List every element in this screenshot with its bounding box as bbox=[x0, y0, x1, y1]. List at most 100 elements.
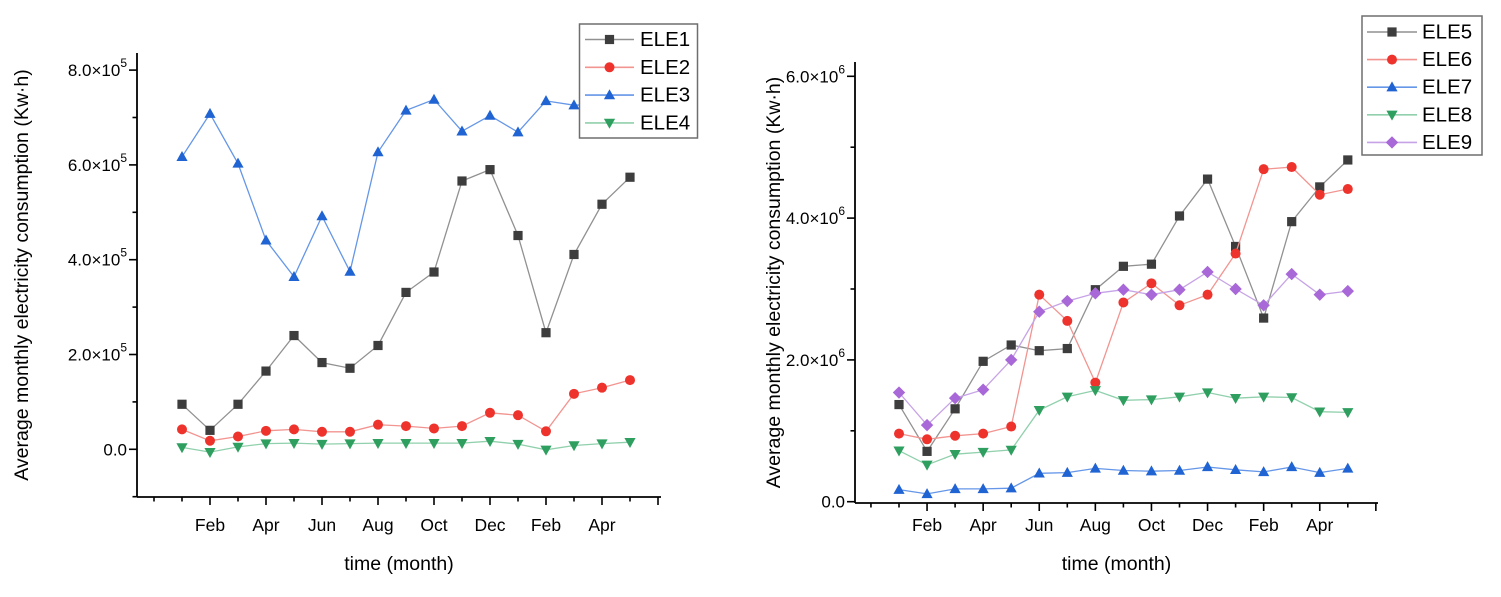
circle-marker bbox=[1230, 248, 1241, 259]
x-tick-label: Oct bbox=[1138, 515, 1165, 535]
legend-label: ELE6 bbox=[1422, 48, 1472, 71]
triangle-up-marker bbox=[977, 483, 989, 494]
series-markers-ELE1 bbox=[177, 165, 635, 435]
y-tick-label: 6.0×106 bbox=[786, 62, 845, 86]
circle-marker bbox=[233, 431, 243, 442]
triangle-down-marker bbox=[568, 441, 580, 452]
y-tick-exponent: 6 bbox=[838, 62, 845, 76]
triangle-up-marker bbox=[1342, 462, 1354, 473]
square-marker bbox=[1118, 261, 1128, 271]
square-marker bbox=[457, 176, 467, 186]
square-marker bbox=[894, 399, 904, 410]
triangle-up-marker bbox=[1230, 463, 1242, 474]
triangle-up-marker bbox=[568, 99, 580, 110]
legend-label: ELE1 bbox=[640, 28, 690, 51]
series-markers-ELE6 bbox=[894, 162, 1353, 445]
circle-marker bbox=[978, 428, 989, 439]
legend-label: ELE7 bbox=[1422, 76, 1472, 99]
series-line-ELE1 bbox=[181, 168, 631, 432]
triangle-down-marker bbox=[1342, 408, 1354, 419]
diamond-marker bbox=[1089, 287, 1102, 300]
triangle-up-marker bbox=[949, 483, 961, 494]
triangle-down-marker bbox=[624, 437, 636, 448]
square-marker bbox=[429, 267, 439, 277]
triangle-down-marker bbox=[1089, 386, 1101, 397]
triangle-up-marker bbox=[372, 146, 384, 157]
triangle-up-marker bbox=[1286, 461, 1298, 472]
circle-marker bbox=[205, 435, 215, 446]
legend-item-ELE4: ELE4 bbox=[585, 111, 690, 134]
x-tick-label: Feb bbox=[912, 515, 942, 535]
square-marker bbox=[289, 330, 299, 341]
legend-label: ELE3 bbox=[640, 84, 690, 107]
square-marker bbox=[1231, 241, 1241, 252]
square-marker bbox=[1034, 346, 1044, 356]
square-marker bbox=[922, 446, 932, 456]
square-marker bbox=[1174, 211, 1185, 221]
circle-marker bbox=[429, 423, 439, 434]
x-tick-label: Oct bbox=[420, 515, 447, 535]
triangle-up-legend-marker bbox=[603, 89, 616, 100]
triangle-down-marker bbox=[288, 438, 300, 449]
y-tick-mantissa: 8.0×10 bbox=[68, 61, 120, 80]
triangle-down-marker bbox=[344, 439, 356, 450]
square-marker bbox=[950, 404, 960, 414]
square-marker bbox=[1287, 217, 1297, 227]
x-ticks bbox=[153, 497, 659, 505]
y-axis-title: Average monthly electricity consumption … bbox=[11, 69, 33, 480]
x-tick-label: Apr bbox=[588, 515, 615, 535]
y-tick-mantissa: 0.0 bbox=[821, 492, 845, 511]
triangle-down-marker bbox=[512, 439, 524, 450]
series-markers-ELE7 bbox=[893, 461, 1354, 499]
y-tick-mantissa: 4.0×10 bbox=[786, 209, 838, 228]
x-tick-label: Dec bbox=[1192, 515, 1223, 535]
y-tick-exponent: 5 bbox=[120, 246, 127, 260]
circle-marker bbox=[261, 425, 271, 436]
square-marker bbox=[597, 199, 607, 209]
triangle-down-marker bbox=[1286, 393, 1298, 404]
square-marker bbox=[373, 340, 383, 351]
x-tick-label: Aug bbox=[1080, 515, 1111, 535]
series-ELE7 bbox=[893, 461, 1354, 499]
triangle-up-marker bbox=[893, 483, 905, 494]
triangle-up-legend-marker bbox=[1386, 81, 1398, 92]
circle-legend-marker bbox=[604, 62, 615, 73]
diamond-marker bbox=[1061, 294, 1074, 308]
triangle-down-marker bbox=[1145, 395, 1158, 406]
y-tick-exponent: 6 bbox=[838, 204, 845, 218]
square-marker bbox=[1202, 174, 1213, 184]
triangle-down-marker bbox=[949, 449, 961, 460]
legend-label: ELE5 bbox=[1422, 21, 1472, 44]
circle-legend-marker bbox=[1387, 54, 1397, 65]
y-tick-label: 0.0 bbox=[821, 492, 845, 511]
triangle-down-legend-marker bbox=[603, 118, 616, 129]
circle-marker bbox=[1034, 289, 1045, 300]
circle-marker bbox=[1062, 315, 1073, 326]
legend-label: ELE2 bbox=[640, 56, 690, 79]
legend-item-ELE9: ELE9 bbox=[1367, 131, 1472, 154]
triangle-up-marker bbox=[540, 95, 552, 106]
legend-item-ELE8: ELE8 bbox=[1367, 103, 1472, 126]
circle-marker bbox=[1146, 278, 1157, 289]
triangle-up-marker bbox=[316, 210, 328, 221]
triangle-up-marker bbox=[456, 125, 468, 136]
diamond-marker bbox=[1313, 288, 1326, 301]
legend-label: ELE8 bbox=[1422, 103, 1472, 126]
y-tick-exponent: 5 bbox=[120, 56, 127, 70]
y-tick-label: 2.0×106 bbox=[786, 346, 845, 370]
circle-marker bbox=[1174, 300, 1185, 311]
y-tick-mantissa: 0.0 bbox=[103, 440, 127, 459]
series-ELE2 bbox=[177, 375, 635, 446]
triangle-up-marker bbox=[260, 234, 272, 245]
diamond-marker bbox=[1285, 267, 1298, 281]
series-ELE8 bbox=[893, 386, 1354, 471]
square-marker bbox=[261, 366, 271, 376]
triangle-down-marker bbox=[176, 443, 188, 454]
circle-marker bbox=[1286, 162, 1297, 173]
triangle-down-marker bbox=[456, 438, 468, 449]
circle-marker bbox=[569, 388, 579, 399]
triangle-up-marker bbox=[1033, 467, 1045, 478]
triangle-up-marker bbox=[1173, 464, 1186, 475]
triangle-down-marker bbox=[428, 438, 440, 449]
